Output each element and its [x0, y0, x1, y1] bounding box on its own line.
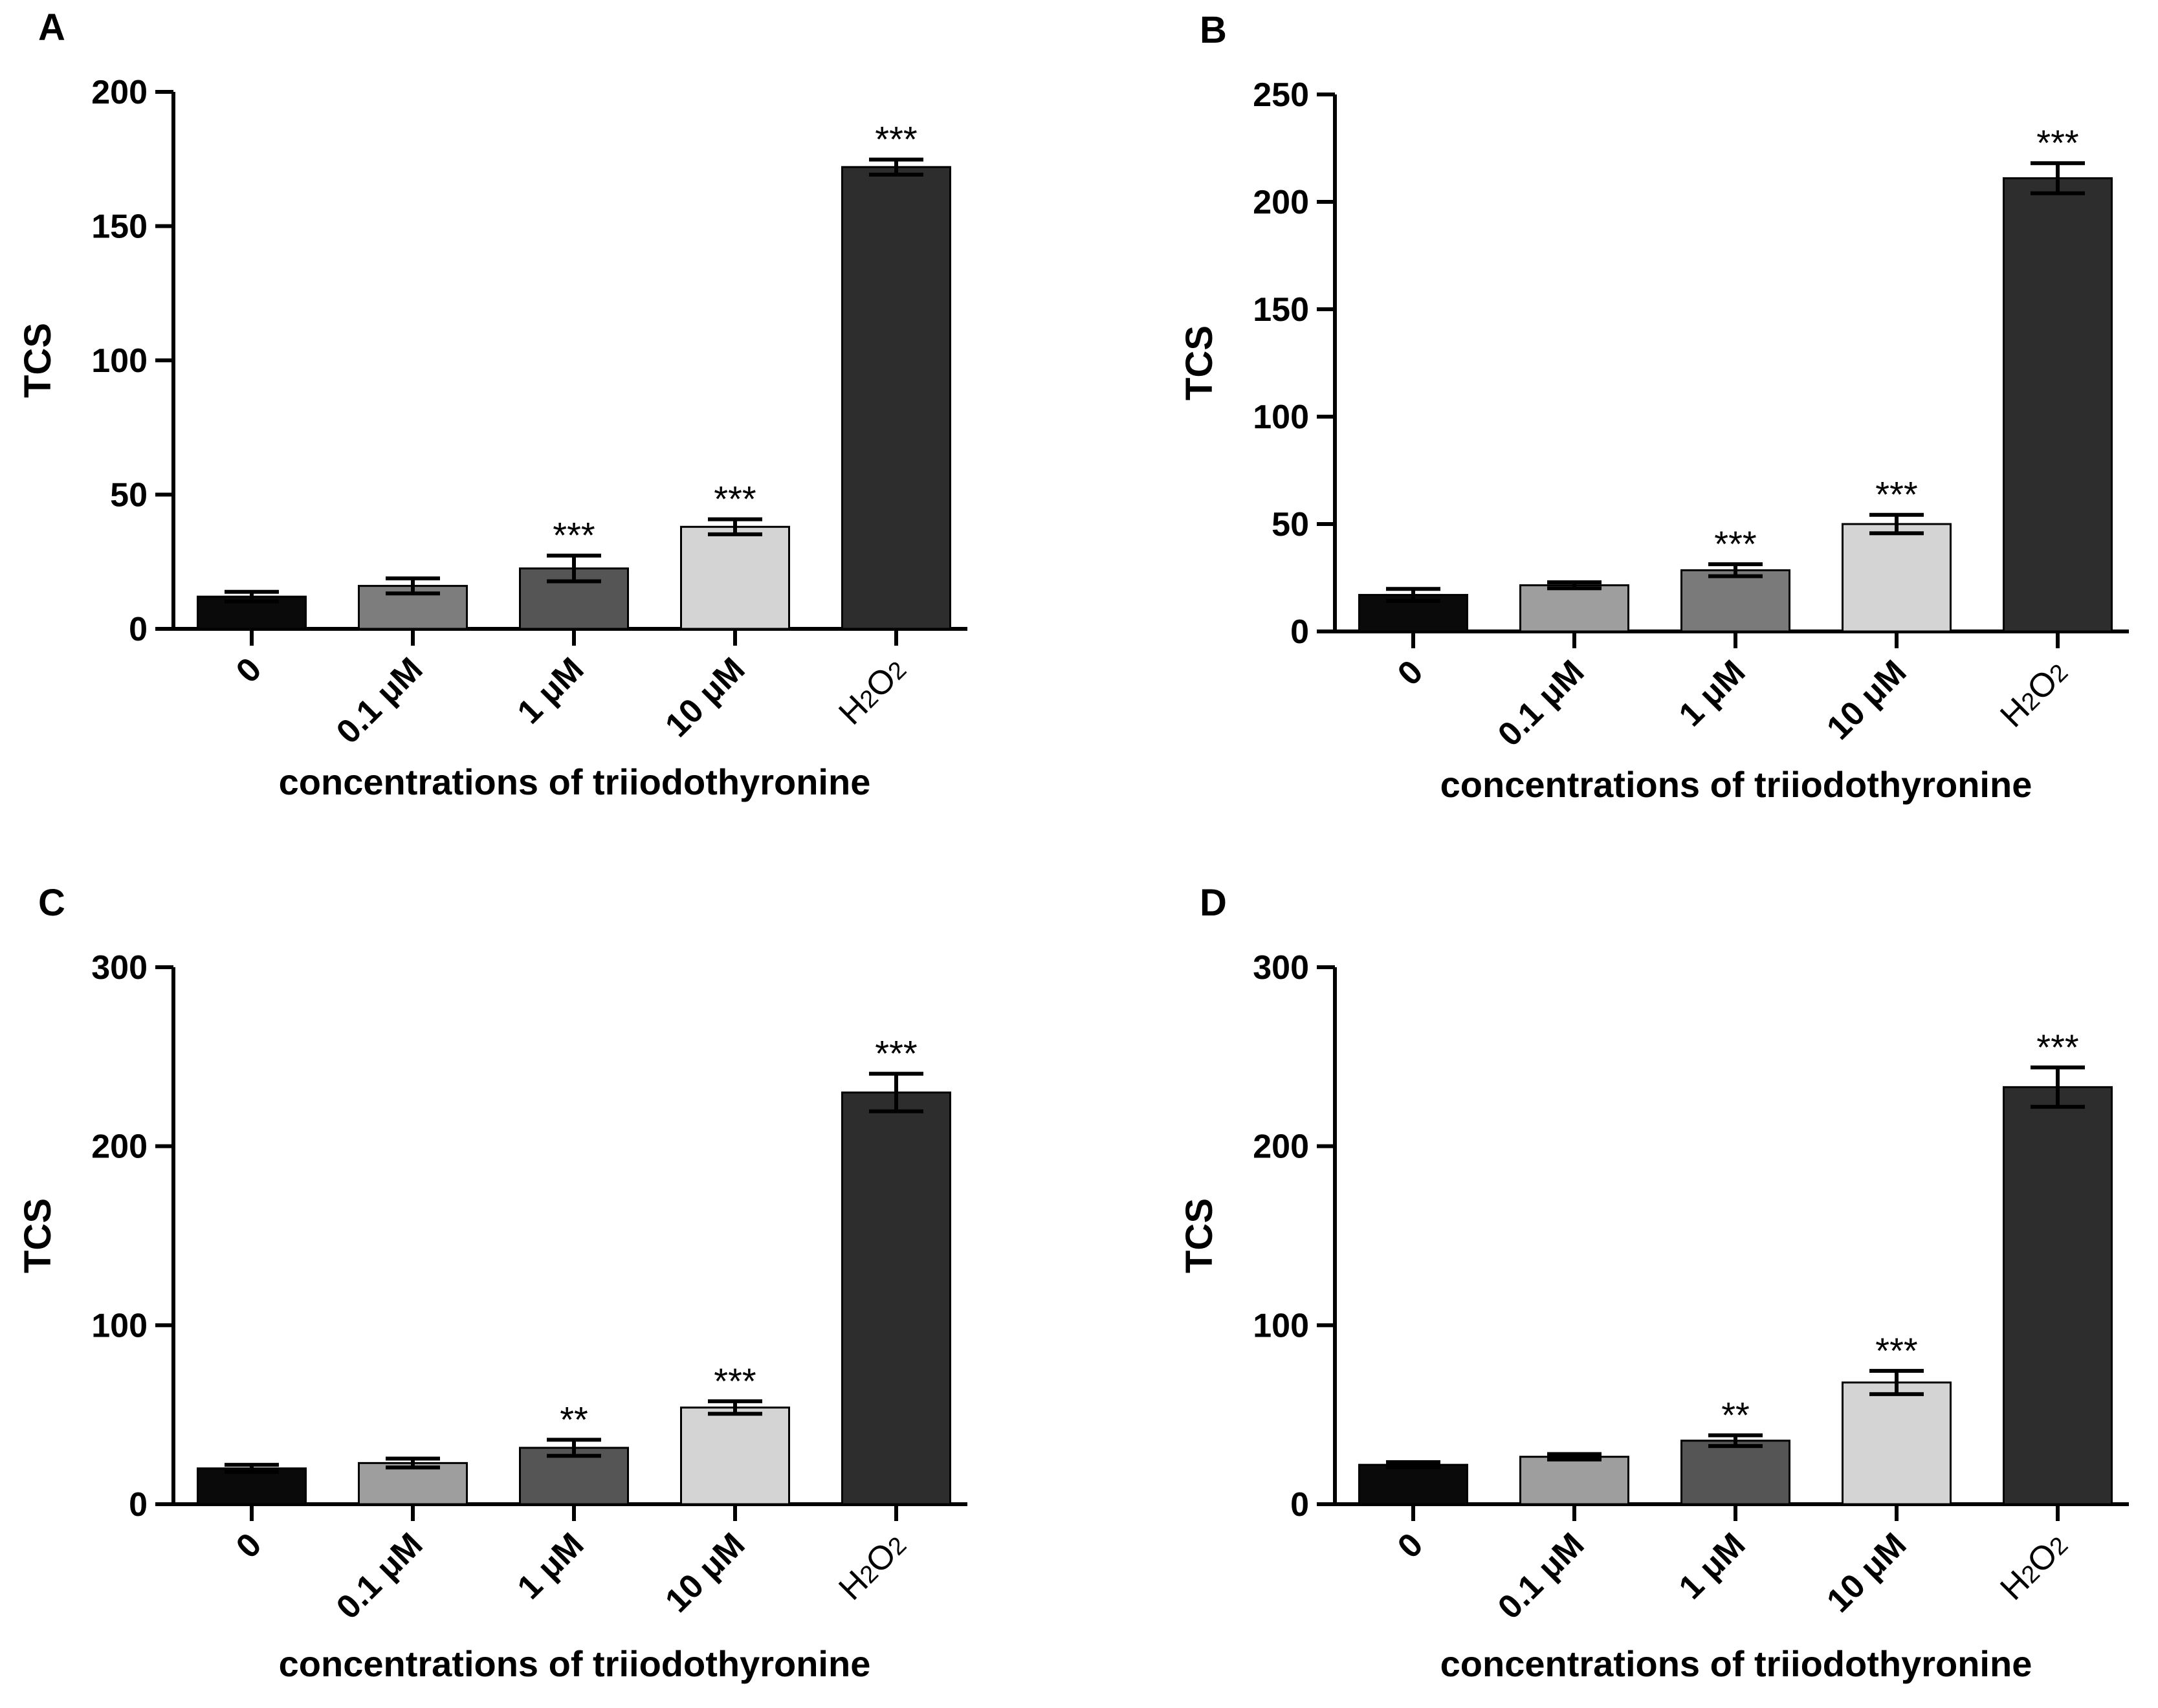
bar-4	[841, 1091, 951, 1505]
x-tick-label: H2O2	[1993, 653, 2075, 734]
y-tick-label: 200	[1253, 184, 1309, 221]
y-tick-label: 50	[1272, 506, 1309, 543]
x-tick-label: 0	[229, 1526, 269, 1565]
significance-label: **	[560, 1399, 588, 1440]
x-tick-label: 10 μM	[658, 650, 752, 744]
bar-4	[2003, 177, 2113, 633]
significance-label: ***	[1875, 1330, 1917, 1371]
y-tick-label: 0	[129, 1486, 148, 1524]
x-tick-label: 0	[1391, 653, 1430, 692]
x-axis-title: concentrations of triiodothyronine	[1440, 764, 2032, 805]
x-tick-label: H2O2	[831, 650, 913, 732]
chart-panel-b: B 0 50 100 150 200 250 TCS 0 0.1 μM *** 1 μM *** 10 μ…	[1178, 9, 2129, 805]
x-tick-label: 1 μM	[511, 650, 591, 731]
bar-1	[1519, 1456, 1629, 1505]
bar-3	[1842, 523, 1952, 633]
x-tick-label: 0	[229, 650, 269, 690]
panel-label: D	[1200, 882, 1227, 924]
y-axis-title: TCS	[1178, 1198, 1220, 1273]
bar-4	[841, 166, 951, 630]
y-tick-label: 100	[1253, 1307, 1309, 1344]
x-tick-label: 1 μM	[1672, 1526, 1753, 1606]
x-tick-label: 10 μM	[658, 1526, 752, 1619]
x-tick-label: 0.1 μM	[1491, 1526, 1591, 1626]
x-axis-title: concentrations of triiodothyronine	[1440, 1643, 2032, 1684]
x-tick-label: 10 μM	[1820, 653, 1913, 747]
x-tick-label: 0	[1391, 1526, 1430, 1565]
panel-label: B	[1200, 9, 1227, 51]
y-axis-title: TCS	[17, 1198, 59, 1273]
bar-3	[680, 1407, 790, 1505]
significance-label: ***	[714, 479, 756, 520]
y-tick-label: 150	[91, 208, 148, 246]
bar-0	[197, 1467, 307, 1505]
y-axis-title: TCS	[1178, 325, 1220, 400]
x-tick-label: 0.1 μM	[1491, 653, 1591, 753]
y-tick-label: 0	[129, 611, 148, 648]
x-tick-label: H2O2	[831, 1526, 913, 1607]
y-tick-label: 0	[1290, 1486, 1309, 1524]
y-tick-label: 200	[91, 1128, 148, 1166]
chart-panel-a: A 0 50 100 150 200 TCS 0 0.1 μM *** 1 μM *** 10 μM **…	[17, 6, 967, 802]
significance-label: ***	[875, 119, 917, 160]
x-axis-title: concentrations of triiodothyronine	[279, 761, 871, 802]
x-tick-label: 0.1 μM	[329, 650, 430, 750]
panel-label: C	[38, 882, 65, 924]
panel-label: A	[38, 6, 65, 49]
x-tick-label: 10 μM	[1820, 1526, 1913, 1619]
significance-label: ***	[1875, 474, 1917, 515]
bar-2	[1680, 1440, 1790, 1505]
significance-label: **	[1721, 1394, 1750, 1435]
y-tick-label: 300	[91, 949, 148, 987]
bar-2	[1680, 569, 1790, 633]
y-tick-label: 0	[1290, 613, 1309, 651]
x-tick-label: 0.1 μM	[329, 1526, 430, 1626]
bar-3	[1842, 1381, 1952, 1505]
y-tick-label: 250	[1253, 76, 1309, 114]
y-tick-label: 300	[1253, 949, 1309, 987]
significance-label: ***	[2036, 1027, 2078, 1068]
y-tick-label: 100	[91, 1307, 148, 1344]
chart-panel-c: C 0 100 200 300 TCS 0 0.1 μM ** 1 μM *** 10 μM *** H2…	[17, 882, 967, 1684]
significance-label: ***	[875, 1033, 917, 1074]
y-tick-label: 100	[1253, 399, 1309, 436]
x-tick-label: 1 μM	[1672, 653, 1753, 734]
y-axis-title: TCS	[17, 323, 59, 398]
x-tick-label: H2O2	[1993, 1526, 2075, 1607]
y-tick-label: 200	[1253, 1128, 1309, 1166]
chart-panel-d: D 0 100 200 300 TCS 0 0.1 μM ** 1 μM *** 10 μM *** H2…	[1178, 882, 2129, 1684]
bar-0	[1358, 1463, 1468, 1505]
significance-label: ***	[553, 515, 595, 556]
y-tick-label: 200	[91, 74, 148, 111]
bar-4	[2003, 1086, 2113, 1505]
bar-1	[1519, 584, 1629, 633]
y-tick-label: 100	[91, 342, 148, 380]
significance-label: ***	[714, 1361, 756, 1401]
y-tick-label: 150	[1253, 291, 1309, 329]
bar-3	[680, 525, 790, 630]
significance-label: ***	[1714, 523, 1756, 564]
significance-label: ***	[2036, 122, 2078, 163]
y-tick-label: 50	[110, 477, 148, 514]
x-axis-title: concentrations of triiodothyronine	[279, 1643, 871, 1684]
x-tick-label: 1 μM	[511, 1526, 591, 1606]
